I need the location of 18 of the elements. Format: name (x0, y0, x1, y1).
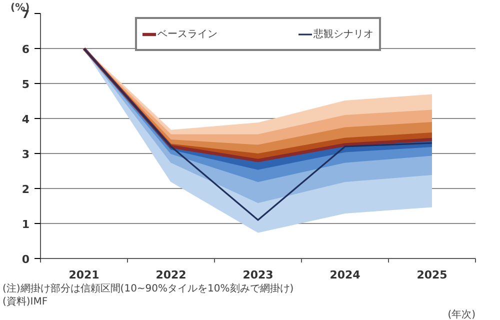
y-axis-title: (%) (10, 2, 30, 14)
x-tick-label: 2023 (242, 268, 274, 282)
y-tick-label: 0 (22, 253, 30, 266)
y-tick-label: 6 (22, 43, 30, 56)
x-tick-label: 2024 (330, 268, 361, 282)
y-tick-label: 4 (22, 113, 30, 126)
text: (資料)IMF (2, 296, 48, 308)
y-tick-label: 1 (22, 218, 30, 231)
y-tick-label: 5 (22, 78, 30, 91)
y-tick-label: 2 (22, 183, 30, 196)
legend-label: ベースライン (158, 28, 218, 41)
text: (注)網掛け部分は信頼区間(10~90%タイルを10%刻みで網掛け) (2, 282, 294, 294)
x-tick-label: 2025 (416, 268, 448, 282)
x-axis-title: (年次) (448, 308, 476, 320)
x-tick-label: 2021 (68, 268, 100, 282)
x-tick-label: 2022 (156, 268, 186, 282)
y-tick-label: 3 (22, 148, 30, 161)
legend-label: 悲観シナリオ (314, 28, 374, 41)
